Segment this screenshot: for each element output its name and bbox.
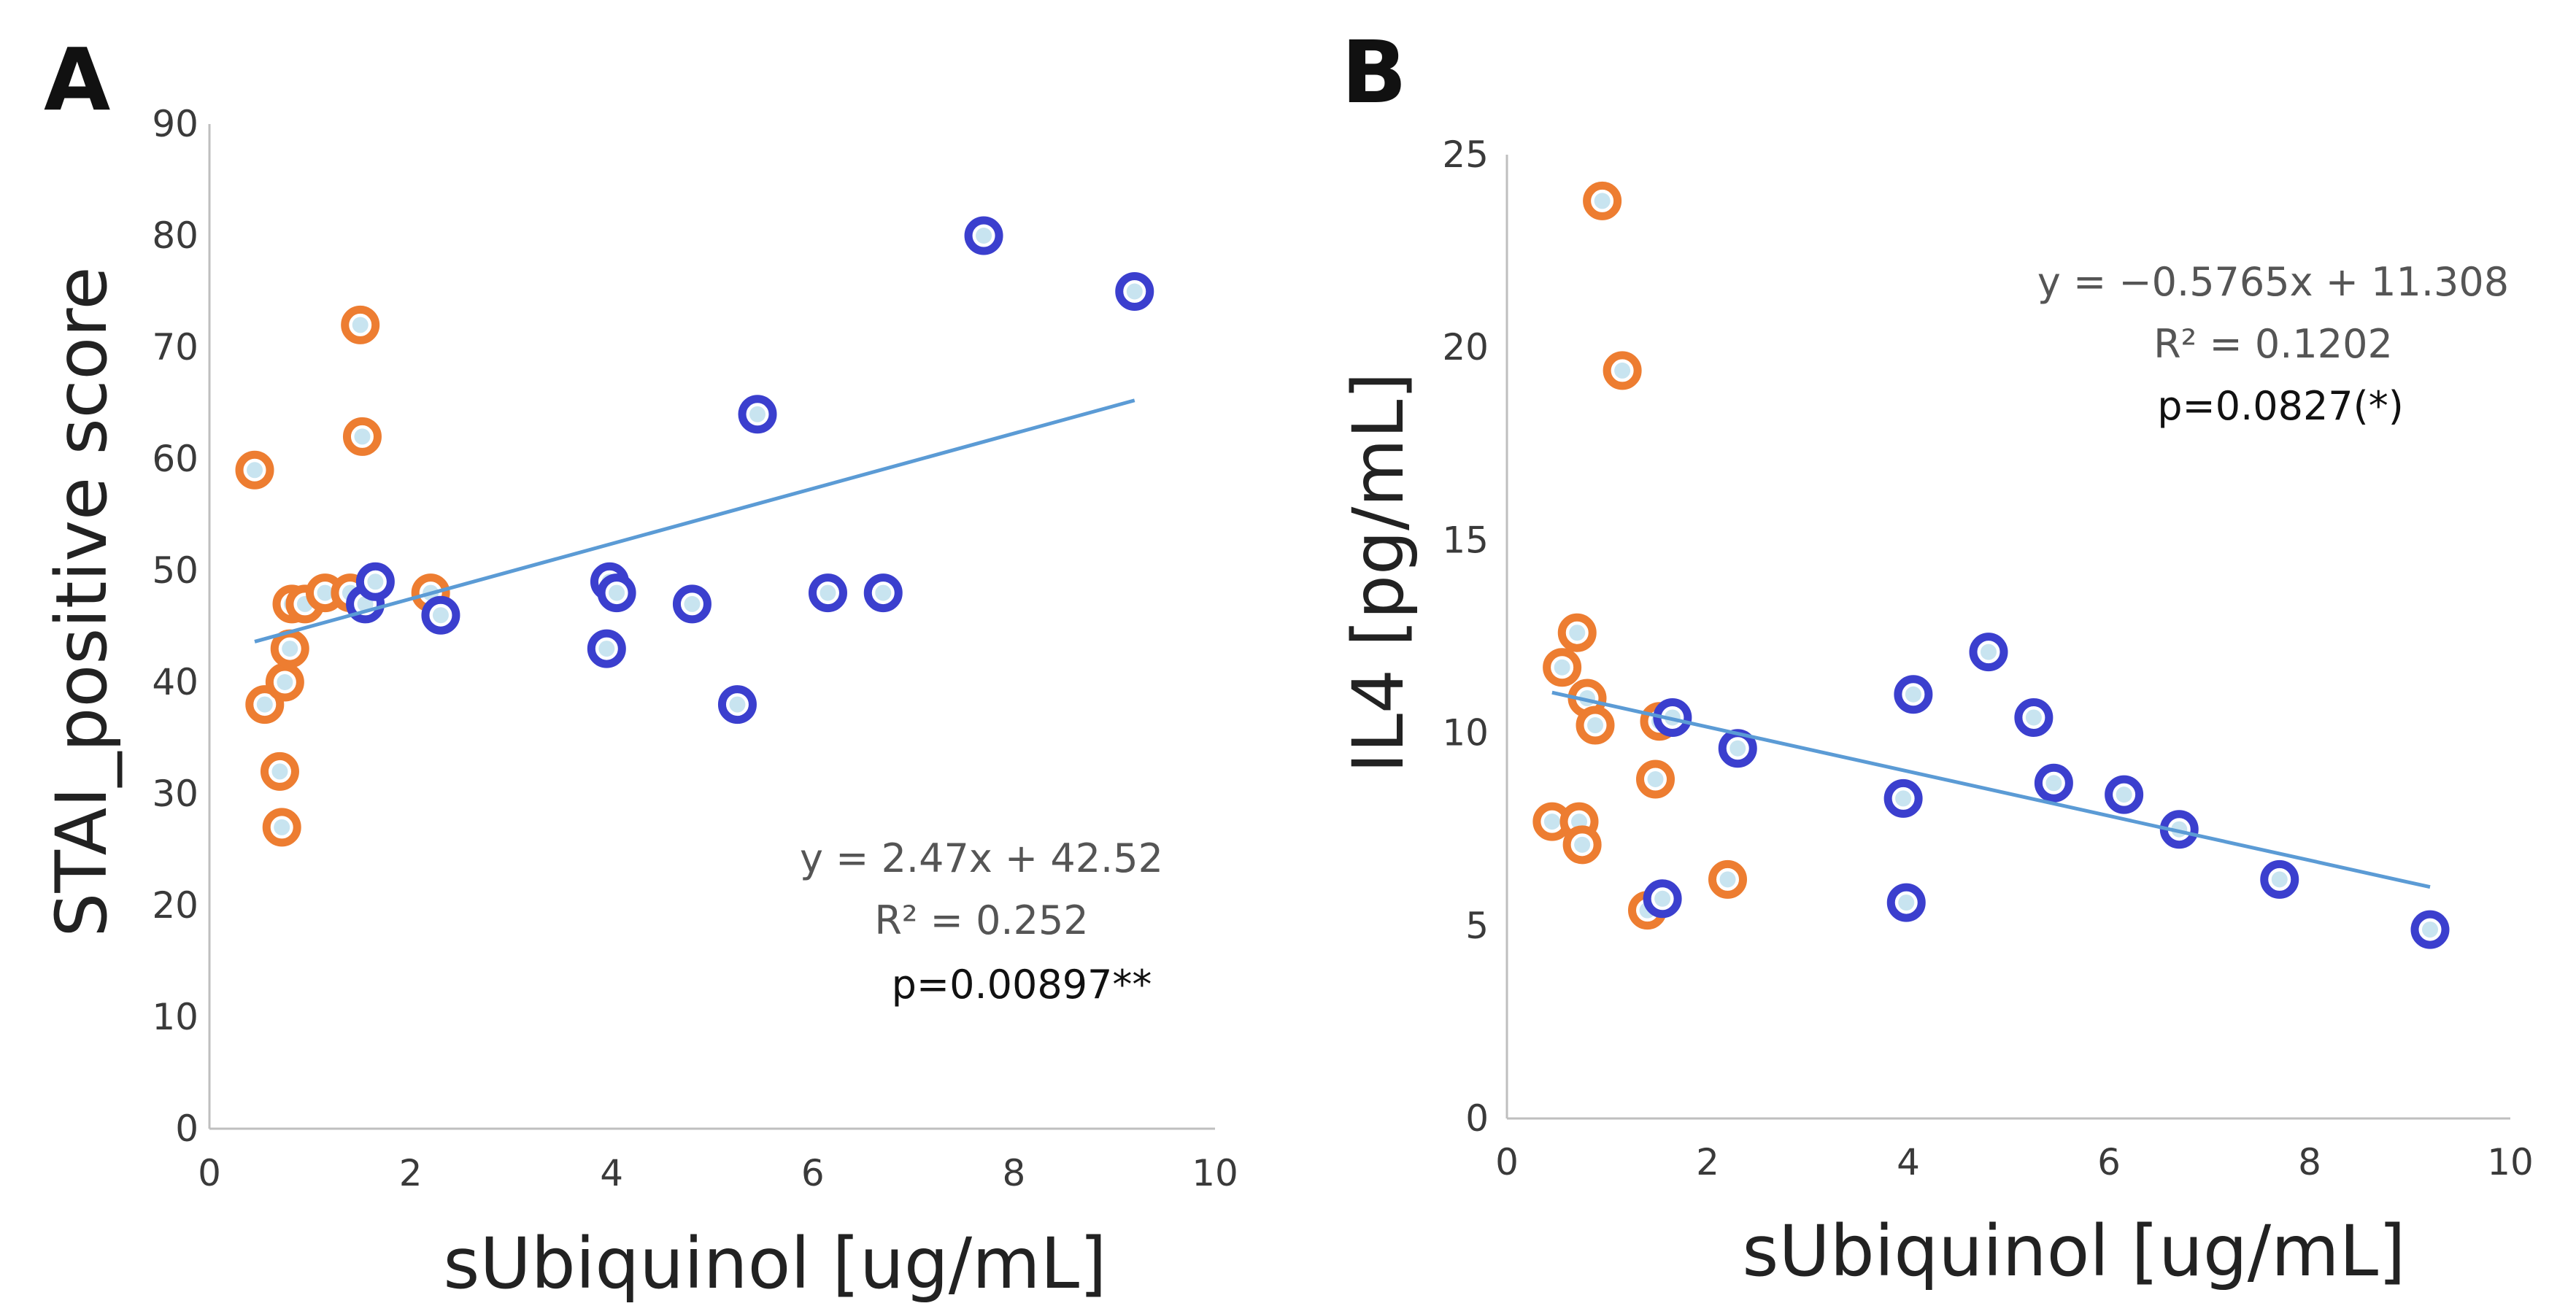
panel-b-blue-point-center	[2422, 921, 2438, 938]
panel-b-orange-point-center	[1554, 659, 1570, 676]
panel-a-orange-point-center	[256, 696, 273, 713]
panel-a-y-tick-label: 60	[152, 438, 198, 480]
panel-a-y-tick-label: 90	[152, 103, 198, 145]
panel-b-blue-point-center	[2271, 871, 2288, 888]
panel-a-orange-point-center	[247, 462, 263, 479]
panel-a-letter: A	[44, 29, 110, 130]
panel-a-orange-point-center	[277, 674, 293, 690]
panel-b-x-tick-label: 10	[2487, 1141, 2534, 1183]
panel-a-trend-line	[254, 398, 1135, 644]
panel-b-blue-point-center	[1981, 644, 1997, 660]
panel-b-orange-point-center	[1647, 771, 1664, 788]
panel-b-blue-point-center	[1905, 686, 1921, 703]
panel-a-blue-point-center	[367, 573, 384, 590]
panel-a-blue-point-center	[976, 228, 992, 244]
panel-b-blue-point-center	[1729, 740, 1746, 757]
panel-a-x-tick-label: 6	[801, 1152, 825, 1194]
panel-a-blue-point-center	[1126, 283, 1143, 300]
panel-b-y-tick-label: 0	[1465, 1097, 1489, 1140]
panel-b-orange-point-center	[1594, 193, 1611, 209]
panel-b-y-tick-label: 20	[1442, 326, 1489, 368]
panel-b-x-tick-label: 2	[1696, 1141, 1719, 1183]
panel-a-x-tick-label: 8	[1002, 1152, 1025, 1194]
panel-b-blue-point-center	[2025, 709, 2042, 726]
panel-b-orange-point-center	[1587, 717, 1603, 734]
panel-b-letter: B	[1341, 22, 1407, 123]
panel-b-blue-point-center	[2045, 775, 2062, 792]
panel-b-y-tick-label: 10	[1442, 712, 1489, 754]
panel-b-r-squared: R² = 0.1202	[2153, 321, 2393, 367]
panel-a-y-tick-label: 0	[175, 1108, 198, 1150]
panel-a-y-tick-label: 80	[152, 215, 198, 257]
panel-a-orange-point-center	[354, 428, 371, 445]
panel-a: A STAI_positive score sUbiquinol [ug/mL]…	[41, 29, 1238, 1305]
panel-b-x-tick-label: 4	[1897, 1141, 1920, 1183]
panel-a-equation: y = 2.47x + 42.52	[800, 835, 1163, 881]
panel-a-blue-point-center	[729, 696, 746, 713]
panel-a-r-squared: R² = 0.252	[874, 897, 1088, 943]
panel-b-y-tick-label: 5	[1465, 905, 1489, 947]
panel-b-equation: y = −0.5765x + 11.308	[2037, 259, 2509, 305]
panel-b-x-tick-label: 0	[1495, 1141, 1519, 1183]
panel-b-x-tick-label: 8	[2298, 1141, 2321, 1183]
panel-a-blue-point-center	[432, 607, 449, 624]
panel-a-blue-point-center	[875, 584, 892, 601]
panel-a-y-tick-label: 20	[152, 884, 198, 927]
panel-b-orange-point-center	[1574, 836, 1591, 853]
panel-b-p-value: p=0.0827(*)	[2157, 383, 2404, 429]
panel-a-p-value: p=0.00897**	[892, 962, 1152, 1008]
panel-a-y-tick-label: 40	[152, 661, 198, 703]
panel-b-x-axis-title: sUbiquinol [ug/mL]	[1742, 1210, 2405, 1292]
panel-a-x-tick-label: 4	[600, 1152, 623, 1194]
panel-a-blue-point-center	[749, 406, 766, 422]
panel-a-blue-point-center	[609, 584, 625, 601]
panel-a-blue-point-center	[598, 641, 615, 657]
panel-b-y-tick-label: 25	[1442, 134, 1489, 176]
panel-a-x-tick-label: 0	[198, 1152, 221, 1194]
panel-a-x-axis-title: sUbiquinol [ug/mL]	[443, 1223, 1106, 1305]
panel-b-orange-point-center	[1614, 362, 1631, 379]
panel-b-blue-point-center	[2116, 787, 2132, 803]
panel-a-x-tick-label: 2	[399, 1152, 423, 1194]
panel-a-x-tick-label: 10	[1192, 1152, 1238, 1194]
panel-a-y-tick-label: 70	[152, 326, 198, 368]
panel-a-y-tick-label: 30	[152, 773, 198, 815]
panel-b-y-tick-label: 15	[1442, 519, 1489, 561]
panel-b-orange-point-center	[1719, 871, 1736, 888]
panel-a-y-axis-title: STAI_positive score	[41, 266, 123, 937]
panel-a-orange-point-center	[317, 584, 333, 601]
panel-a-blue-point-center	[684, 595, 701, 612]
panel-b: B IL4 [pg/mL] sUbiquinol [ug/mL] y = −0.…	[1338, 22, 2534, 1292]
panel-b-blue-point-center	[1898, 894, 1915, 911]
panel-b-blue-point-center	[1895, 790, 1912, 807]
panel-b-orange-point-center	[1569, 625, 1586, 641]
panel-b-trend-line	[1551, 690, 2431, 889]
panel-a-orange-point-center	[274, 819, 290, 835]
panel-b-x-tick-label: 6	[2097, 1141, 2121, 1183]
panel-a-orange-point-center	[352, 317, 369, 333]
panel-a-y-tick-label: 10	[152, 996, 198, 1038]
panel-a-blue-point-center	[820, 584, 836, 601]
panel-a-orange-point-center	[271, 763, 288, 780]
panel-b-y-axis-title: IL4 [pg/mL]	[1338, 372, 1419, 773]
panel-b-blue-point-center	[1654, 890, 1671, 907]
panel-a-orange-point-center	[282, 641, 298, 657]
panel-a-y-tick-label: 50	[152, 549, 198, 592]
panel-b-orange-point-center	[1543, 813, 1560, 830]
